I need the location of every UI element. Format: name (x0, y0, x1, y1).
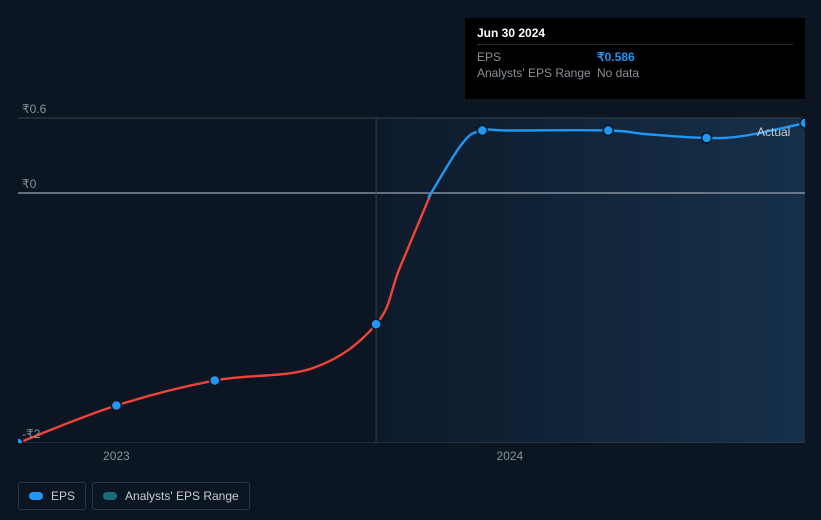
legend-item[interactable]: EPS (18, 482, 86, 510)
tooltip-row-label: Analysts' EPS Range (477, 66, 597, 80)
chart-legend: EPS Analysts' EPS Range (18, 482, 250, 510)
tooltip-title: Jun 30 2024 (477, 26, 793, 45)
legend-label: EPS (51, 489, 75, 503)
eps-chart: Jun 30 2024 EPS₹0.586Analysts' EPS Range… (18, 18, 805, 443)
y-axis-tick-label: ₹0 (22, 177, 36, 191)
legend-swatch (29, 492, 43, 500)
chart-tooltip: Jun 30 2024 EPS₹0.586Analysts' EPS Range… (465, 18, 805, 99)
y-axis-tick-label: ₹0.6 (22, 102, 46, 116)
y-axis-tick-label: -₹2 (22, 427, 40, 441)
tooltip-row-value: No data (597, 66, 639, 80)
legend-item[interactable]: Analysts' EPS Range (92, 482, 250, 510)
x-axis-tick-label: 2023 (103, 449, 130, 463)
tooltip-row-value: ₹0.586 (597, 50, 635, 64)
actual-label: Actual (757, 125, 790, 139)
tooltip-row: EPS₹0.586 (477, 49, 793, 65)
legend-swatch (103, 492, 117, 500)
tooltip-row: Analysts' EPS RangeNo data (477, 65, 793, 81)
legend-label: Analysts' EPS Range (125, 489, 239, 503)
x-axis-tick-label: 2024 (497, 449, 524, 463)
tooltip-row-label: EPS (477, 50, 597, 64)
